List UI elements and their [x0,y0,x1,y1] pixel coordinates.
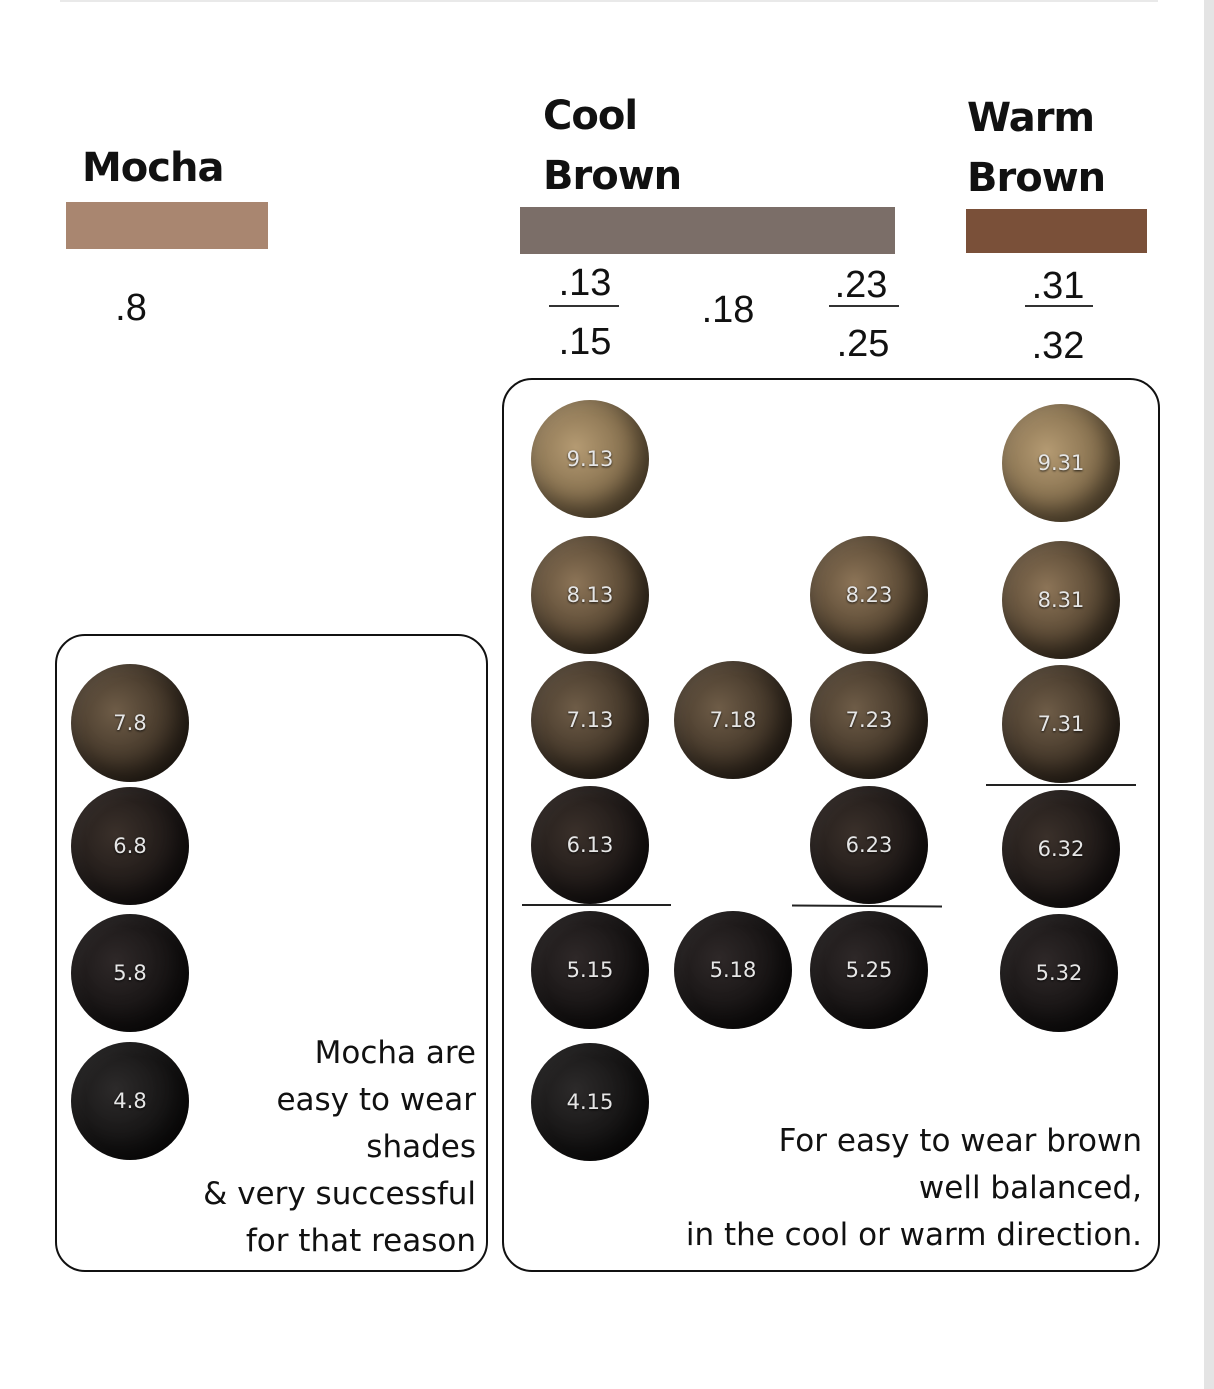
header-cool-line2: Brown [543,153,682,199]
shade-dot-6-23: 6.23 [810,786,928,904]
shade-dot-6-32: 6.32 [1002,790,1120,908]
brown-group-box [502,378,1160,1272]
brown-note: For easy to wear brown well balanced, in… [640,1118,1142,1259]
code-cool-13: .13 [558,262,612,304]
mocha-note: Mocha are easy to wear shades & very suc… [200,1030,476,1265]
shade-dot-8-23: 8.23 [810,536,928,654]
mocha-note-line: easy to wear [276,1082,476,1118]
code-cool-23: .23 [834,264,888,306]
shade-dot-9-13: 9.13 [531,400,649,518]
header-warm-line1: Warm [967,95,1095,141]
shade-dot-6-13: 6.13 [531,786,649,904]
shade-dot-4-8: 4.8 [71,1042,189,1160]
mocha-note-line: shades [366,1129,476,1165]
code-cool-15: .15 [558,321,612,363]
code-warm-32: .32 [1031,325,1085,367]
mocha-group-box [55,634,488,1272]
header-warm-line2: Brown [967,155,1106,201]
mocha-note-line: for that reason [245,1223,476,1259]
brown-note-line: For easy to wear brown [778,1123,1142,1159]
separator-13-15 [522,904,671,906]
cool-brown-swatch [520,207,895,254]
shade-dot-8-13: 8.13 [531,536,649,654]
shade-dot-7-13: 7.13 [531,661,649,779]
right-edge-bar [1204,0,1214,1389]
code-divider-31-32 [1025,305,1093,307]
shade-dot-5-15: 5.15 [531,911,649,1029]
header-mocha: Mocha [82,145,224,191]
code-warm-31: .31 [1031,265,1085,307]
code-cool-25: .25 [836,323,890,365]
shade-dot-5-32: 5.32 [1000,914,1118,1032]
top-rule [60,0,1158,2]
brown-note-line: well balanced, [918,1170,1142,1206]
shade-dot-9-31: 9.31 [1002,404,1120,522]
code-mocha: .8 [115,287,147,329]
mocha-swatch [66,202,268,249]
shade-dot-5-18: 5.18 [674,911,792,1029]
warm-brown-swatch [966,209,1147,253]
shade-dot-7-18: 7.18 [674,661,792,779]
shade-dot-5-25: 5.25 [810,911,928,1029]
shade-dot-6-8: 6.8 [71,787,189,905]
mocha-note-line: Mocha are [314,1035,476,1071]
separator-31-32 [986,784,1136,786]
header-cool-line1: Cool [543,93,638,139]
shade-dot-7-8: 7.8 [71,664,189,782]
code-divider-23-25 [829,305,899,307]
mocha-note-line: & very successful [203,1176,476,1212]
shade-dot-8-31: 8.31 [1002,541,1120,659]
code-divider-13-15 [549,305,619,307]
shade-dot-7-23: 7.23 [810,661,928,779]
brown-note-line: in the cool or warm direction. [685,1217,1142,1253]
shade-dot-4-15: 4.15 [531,1043,649,1161]
code-cool-18: .18 [701,289,755,331]
shade-dot-5-8: 5.8 [71,914,189,1032]
shade-dot-7-31: 7.31 [1002,665,1120,783]
